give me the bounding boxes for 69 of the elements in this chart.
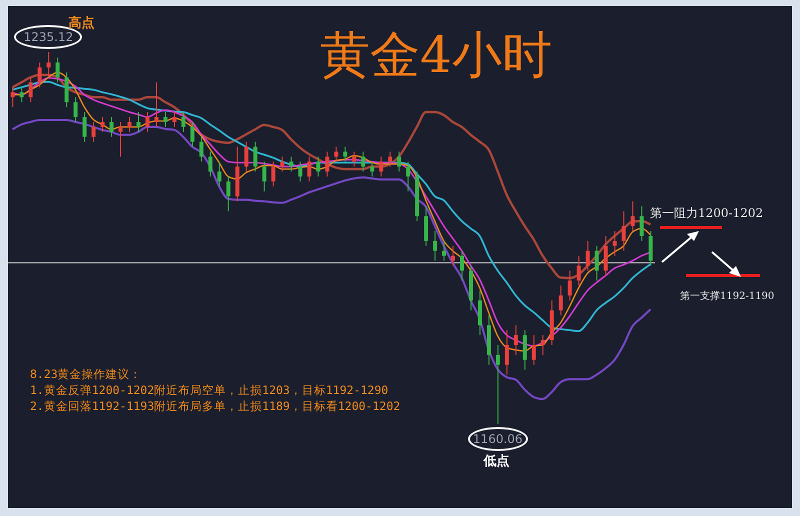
candlestick bbox=[181, 112, 186, 132]
candlestick bbox=[217, 161, 222, 187]
candlestick bbox=[316, 156, 320, 177]
candlestick bbox=[110, 116, 114, 138]
candlestick bbox=[460, 250, 464, 282]
candlestick bbox=[136, 112, 140, 132]
candlestick bbox=[568, 270, 572, 301]
annotation: 2.黄金回落1192-1193附近布局多单，止损1189，目标看1200-1202 bbox=[30, 398, 400, 414]
candlestick bbox=[406, 161, 410, 192]
annotation: 1.黄金反弹1200-1202附近布局空单，止损1203，目标1192-1290 bbox=[30, 382, 390, 398]
candlestick bbox=[612, 230, 617, 256]
candlestick bbox=[298, 161, 302, 182]
candlestick bbox=[334, 146, 338, 162]
candlestick bbox=[271, 161, 276, 187]
candlestick bbox=[397, 151, 402, 172]
annotation: 第一阻力1200-1202 bbox=[650, 205, 764, 222]
candlestick bbox=[433, 230, 438, 262]
candlestick bbox=[504, 330, 509, 376]
candlestick bbox=[496, 344, 500, 424]
candlestick bbox=[325, 151, 330, 177]
candlestick bbox=[100, 116, 105, 132]
candlestick bbox=[442, 240, 446, 262]
candlestick bbox=[532, 334, 536, 366]
candlestick bbox=[226, 176, 230, 212]
candlestick bbox=[576, 255, 581, 286]
candlestick bbox=[172, 112, 176, 128]
candlestick bbox=[199, 136, 204, 162]
candlestick bbox=[74, 96, 78, 122]
candlestick bbox=[20, 86, 24, 103]
candlestick bbox=[253, 141, 258, 172]
candlestick bbox=[307, 156, 312, 182]
candlestick bbox=[370, 161, 374, 177]
candlestick bbox=[154, 82, 158, 128]
candlestick bbox=[451, 245, 456, 266]
candlestick bbox=[640, 206, 644, 242]
candlestick bbox=[190, 121, 194, 148]
candlestick bbox=[92, 121, 96, 142]
candlestick bbox=[586, 240, 590, 272]
candlestick bbox=[558, 285, 563, 316]
candlestick bbox=[289, 156, 294, 172]
annotation: 1160.06 bbox=[468, 427, 528, 451]
candlestick bbox=[262, 161, 266, 192]
candlestick bbox=[163, 112, 168, 128]
candlestick bbox=[379, 156, 384, 177]
candlestick bbox=[82, 112, 87, 142]
text: 低点 bbox=[484, 453, 510, 470]
candlestick bbox=[343, 146, 348, 162]
candlestick bbox=[244, 141, 248, 172]
candlestick bbox=[118, 121, 123, 158]
candlestick bbox=[208, 151, 212, 177]
candlestick bbox=[540, 334, 545, 356]
candlestick bbox=[361, 151, 366, 172]
candlestick bbox=[128, 116, 132, 132]
candlestick bbox=[56, 57, 60, 83]
candlestick bbox=[38, 62, 42, 88]
candlestick bbox=[514, 324, 518, 356]
candlestick bbox=[46, 52, 51, 78]
candlestick bbox=[280, 156, 284, 172]
chart-title: 黄金4小时 bbox=[320, 25, 552, 86]
candlestick bbox=[145, 112, 150, 132]
candlestick bbox=[10, 86, 15, 108]
text: 第一支撑1192-1190 bbox=[680, 290, 774, 303]
candlestick bbox=[388, 151, 392, 168]
candlestick bbox=[594, 245, 599, 282]
candlestick bbox=[352, 151, 356, 168]
annotation: 8.23黄金操作建议： bbox=[30, 366, 143, 382]
candlestick bbox=[622, 210, 626, 252]
candlestick bbox=[28, 76, 33, 103]
candlestick bbox=[630, 200, 635, 232]
